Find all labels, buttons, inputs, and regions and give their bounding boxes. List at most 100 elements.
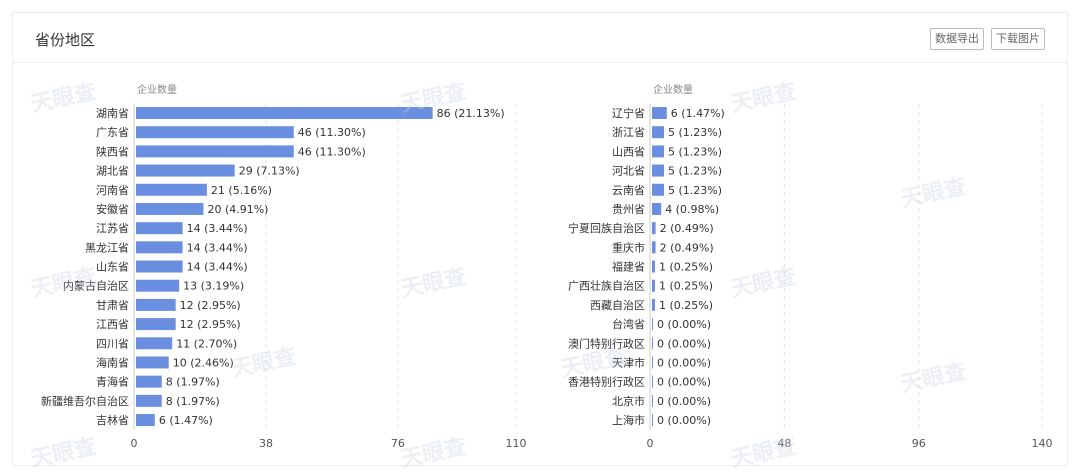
data-label: 14 (3.44%) — [187, 241, 248, 254]
data-label: 29 (7.13%) — [239, 165, 300, 178]
bar — [136, 145, 294, 158]
category-label: 河南省 — [96, 184, 129, 197]
category-label: 江西省 — [96, 318, 129, 331]
category-label: 西藏自治区 — [590, 298, 645, 312]
category-label: 广西壮族自治区 — [568, 279, 645, 293]
bar — [652, 126, 664, 139]
data-label: 12 (2.95%) — [180, 299, 241, 312]
bar — [652, 337, 653, 350]
data-label: 46 (11.30%) — [298, 126, 366, 139]
bar — [136, 126, 294, 139]
data-label: 13 (3.19%) — [183, 280, 244, 293]
bar — [652, 164, 664, 177]
category-label: 云南省 — [612, 184, 645, 197]
category-label: 安徽省 — [96, 202, 129, 216]
bar — [652, 260, 655, 273]
data-label: 5 (1.23%) — [668, 126, 722, 139]
data-label: 46 (11.30%) — [298, 145, 366, 158]
data-label: 6 (1.47%) — [671, 107, 725, 120]
data-label: 10 (2.46%) — [173, 356, 234, 369]
category-label: 陕西省 — [96, 144, 129, 158]
bar — [136, 414, 155, 427]
data-label: 0 (0.00%) — [657, 376, 711, 389]
data-label: 4 (0.98%) — [665, 203, 719, 216]
x-tick-label: 38 — [259, 437, 273, 450]
data-label: 86 (21.13%) — [437, 107, 505, 120]
x-tick-label: 76 — [391, 437, 405, 450]
bar — [136, 222, 183, 235]
category-label: 新疆维吾尔自治区 — [41, 394, 129, 408]
category-label: 内蒙古自治区 — [63, 279, 129, 293]
category-label: 北京市 — [612, 394, 645, 408]
data-label: 21 (5.16%) — [211, 184, 272, 197]
category-label: 四川省 — [96, 337, 129, 350]
data-label: 1 (0.25%) — [659, 299, 713, 312]
bar — [652, 107, 667, 119]
category-label: 重庆市 — [612, 240, 645, 254]
data-label: 14 (3.44%) — [187, 222, 248, 235]
x-tick-label: 140 — [1032, 437, 1053, 450]
category-label: 贵州省 — [612, 203, 645, 216]
bar — [652, 318, 653, 331]
download-image-button[interactable]: 下载图片 — [991, 28, 1045, 50]
category-label: 黑龙江省 — [85, 241, 129, 254]
bar — [136, 202, 204, 215]
bar — [652, 241, 656, 254]
data-label: 5 (1.23%) — [668, 145, 722, 158]
bar — [652, 375, 653, 388]
y-axis-label: 企业数量 — [137, 83, 177, 96]
category-label: 浙江省 — [612, 126, 645, 139]
data-label: 20 (4.91%) — [207, 203, 268, 216]
data-label: 5 (1.23%) — [668, 184, 722, 197]
bar — [136, 394, 162, 407]
category-label: 福建省 — [612, 260, 645, 274]
category-label: 广东省 — [96, 126, 129, 139]
y-axis-label: 企业数量 — [653, 83, 693, 96]
category-label: 江苏省 — [96, 222, 129, 235]
category-label: 台湾省 — [612, 317, 645, 331]
category-label: 湖北省 — [96, 165, 129, 178]
data-label: 8 (1.97%) — [166, 376, 220, 389]
bar — [136, 298, 176, 311]
bar — [652, 394, 653, 407]
x-tick-label: 0 — [131, 437, 138, 450]
x-tick-label: 110 — [506, 437, 527, 450]
bar — [652, 279, 655, 292]
category-label: 吉林省 — [96, 413, 129, 427]
x-tick-label: 0 — [647, 437, 654, 450]
category-label: 青海省 — [96, 375, 129, 389]
category-label: 甘肃省 — [96, 299, 129, 312]
x-tick-label: 48 — [777, 437, 791, 450]
data-label: 2 (0.49%) — [660, 222, 714, 235]
data-label: 1 (0.25%) — [659, 280, 713, 293]
category-label: 澳门特别行政区 — [568, 336, 645, 350]
data-label: 8 (1.97%) — [166, 395, 220, 408]
data-label: 0 (0.00%) — [657, 337, 711, 350]
card-title: 省份地区 — [35, 31, 96, 49]
category-label: 海南省 — [96, 355, 129, 369]
bar — [136, 107, 433, 119]
data-label: 14 (3.44%) — [187, 261, 248, 274]
bar — [136, 183, 207, 196]
bar — [652, 298, 655, 311]
export-data-button[interactable]: 数据导出 — [930, 28, 984, 50]
bar — [136, 164, 235, 177]
data-label: 5 (1.23%) — [668, 165, 722, 178]
bar — [652, 183, 664, 196]
data-label: 0 (0.00%) — [657, 414, 711, 427]
bar — [136, 241, 183, 254]
data-label: 1 (0.25%) — [659, 261, 713, 274]
category-label: 宁夏回族自治区 — [568, 221, 645, 235]
data-label: 2 (0.49%) — [660, 241, 714, 254]
category-label: 山东省 — [96, 261, 129, 274]
x-tick-label: 96 — [912, 437, 926, 450]
data-label: 0 (0.00%) — [657, 318, 711, 331]
data-label: 0 (0.00%) — [657, 356, 711, 369]
bar — [136, 318, 176, 331]
bar — [652, 145, 664, 158]
bar — [652, 356, 653, 369]
bar — [652, 222, 656, 235]
category-label: 山西省 — [612, 145, 645, 158]
data-label: 0 (0.00%) — [657, 395, 711, 408]
